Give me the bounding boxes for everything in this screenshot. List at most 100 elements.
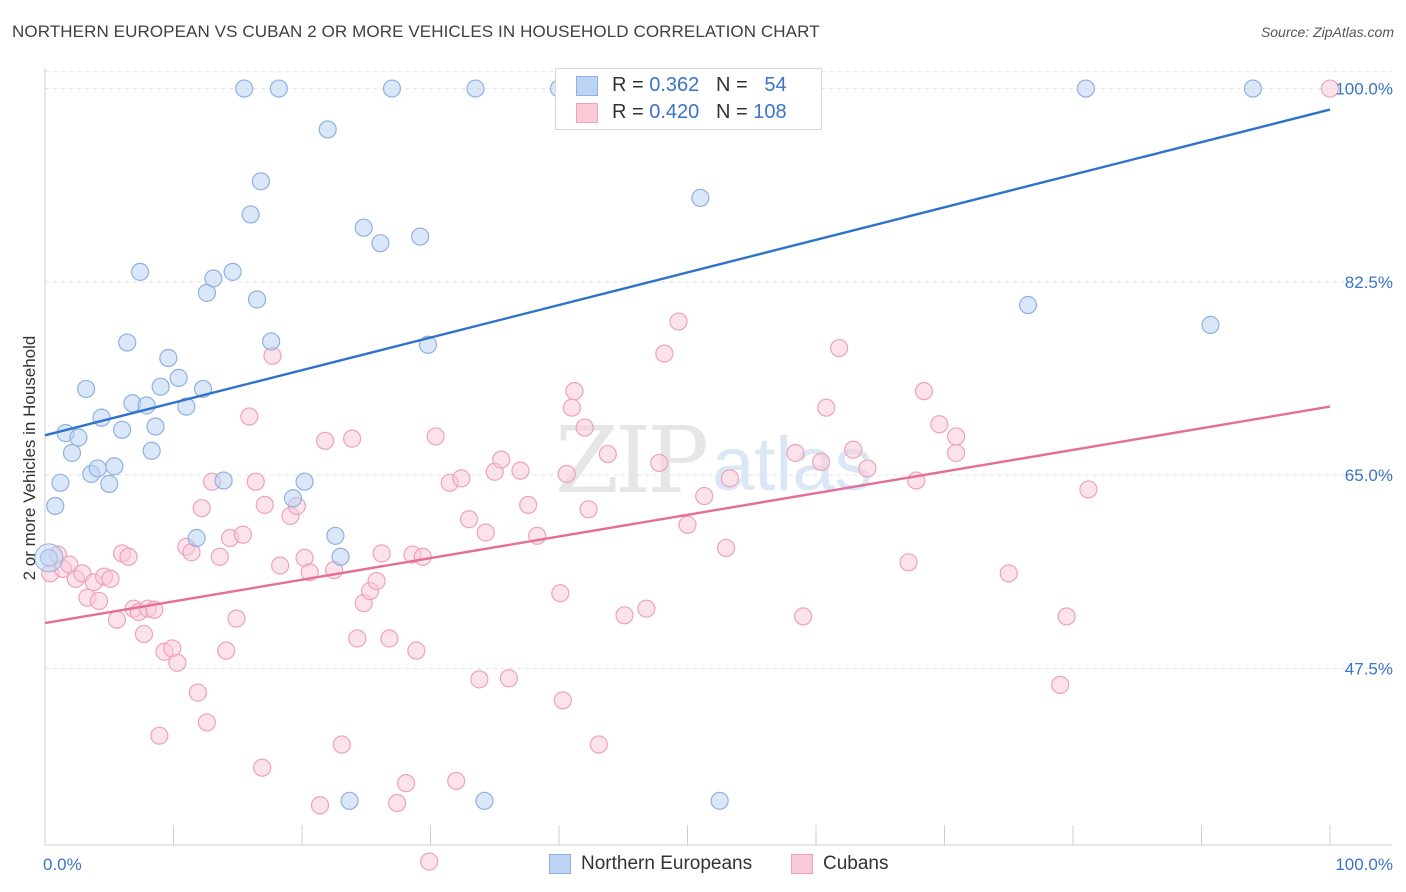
grid-layer <box>45 71 1392 669</box>
cubans-point <box>227 609 246 628</box>
northern-europeans-point <box>1076 79 1095 98</box>
northern-europeans-points <box>34 79 1263 810</box>
cubans-point <box>946 443 966 463</box>
cubans-point <box>119 547 138 566</box>
cubans-point <box>598 444 617 464</box>
northern-europeans-point <box>1201 315 1220 334</box>
cubans-trendline <box>44 405 1331 625</box>
northern-europeans-point <box>318 120 337 139</box>
y-tick-label: 65.0% <box>1345 466 1393 485</box>
cubans-point <box>447 771 466 791</box>
legend-swatch-pink <box>576 103 598 123</box>
cubans-point <box>492 450 511 469</box>
cubans-point <box>310 796 330 815</box>
cubans-point <box>817 398 836 417</box>
tick-label-layer: 47.5% 65.0% 82.5% 100.0% 0.0% 100.0% <box>43 80 1393 874</box>
cubans-point <box>716 538 736 558</box>
legend-label: Northern Europeans <box>581 853 753 874</box>
cubans-point <box>695 486 714 506</box>
northern-europeans-point <box>223 262 242 281</box>
northern-europeans-point <box>235 79 254 98</box>
cubans-point <box>197 713 217 732</box>
northern-europeans-point <box>710 791 729 810</box>
northern-europeans-point <box>159 348 178 368</box>
northern-europeans-point <box>105 457 124 476</box>
northern-europeans-point <box>340 791 359 810</box>
cubans-points <box>41 79 1340 871</box>
stats-legend: R = 0.362 N = 54 R = 0.420 N = 108 <box>555 68 822 130</box>
cubans-point <box>655 344 674 363</box>
northern-europeans-point <box>187 528 206 548</box>
northern-europeans-point <box>382 79 402 98</box>
cubans-point <box>150 726 169 745</box>
cubans-point <box>253 758 272 777</box>
northern-europeans-point <box>371 234 390 253</box>
cubans-point <box>812 452 831 471</box>
legend-r-value: 0.420 <box>649 101 700 123</box>
cubans-point <box>575 418 594 437</box>
cubans-point <box>246 472 265 491</box>
cubans-point <box>830 338 849 358</box>
cubans-point <box>420 852 439 871</box>
legend-r-label: R = <box>612 101 644 123</box>
cubans-point <box>300 563 319 582</box>
northern-europeans-point <box>241 205 260 224</box>
northern-europeans-point <box>169 368 188 387</box>
cubans-point <box>233 525 252 544</box>
cubans-point <box>470 670 489 689</box>
northern-europeans-point <box>1243 79 1263 98</box>
legend-r-label: R = <box>612 74 644 96</box>
watermark-atlas: atlas <box>712 422 873 507</box>
x-tick-label-end: 100.0% <box>1335 855 1393 874</box>
cubans-point <box>192 499 211 518</box>
northern-europeans-point <box>62 443 82 463</box>
y-tick-label: 100.0% <box>1335 80 1393 99</box>
cubans-point <box>168 653 187 672</box>
northern-europeans-point <box>142 441 161 460</box>
cubans-point <box>426 427 445 446</box>
northern-europeans-point <box>411 227 430 246</box>
northern-europeans-point <box>331 547 350 566</box>
cubans-point <box>107 610 127 629</box>
axis-layer <box>44 68 1392 846</box>
cubans-point <box>553 691 572 710</box>
cubans-point <box>348 629 367 648</box>
cubans-point <box>332 735 351 754</box>
northern-europeans-point <box>118 333 137 352</box>
cubans-point <box>380 629 399 648</box>
northern-europeans-point <box>100 474 119 493</box>
cubans-point <box>720 469 740 488</box>
cubans-point <box>844 440 863 459</box>
cubans-point <box>519 495 538 514</box>
northern-europeans-cluster-point <box>34 543 64 573</box>
legend-n-value: 54 <box>764 74 787 96</box>
cubans-point <box>669 312 688 331</box>
northern-europeans-point <box>247 290 267 309</box>
legend-r-value: 0.362 <box>649 74 700 96</box>
cubans-point <box>217 641 236 660</box>
y-tick-label: 82.5% <box>1345 273 1393 292</box>
cubans-point <box>637 599 656 618</box>
cubans-point <box>343 429 362 448</box>
y-axis-title: 2 or more Vehicles in Household <box>20 335 39 581</box>
legend-swatch-blue <box>576 76 598 96</box>
cubans-point <box>786 443 805 463</box>
northern-europeans-point <box>295 472 314 491</box>
northern-europeans-point <box>283 489 303 508</box>
northern-europeans-point <box>88 459 107 478</box>
cubans-point <box>1057 607 1076 626</box>
cubans-point <box>511 461 530 480</box>
northern-europeans-point <box>262 332 281 351</box>
cubans-point <box>407 641 426 660</box>
cubans-point <box>210 547 229 566</box>
cubans-point <box>459 510 479 529</box>
northern-europeans-point <box>214 471 233 490</box>
northern-europeans-point <box>251 172 270 191</box>
cubans-point <box>413 547 432 566</box>
x-tick-label-start: 0.0% <box>43 855 82 874</box>
cubans-point <box>499 669 518 688</box>
legend-swatch-blue <box>549 854 571 874</box>
cubans-point <box>562 398 581 417</box>
legend-n-value: 108 <box>753 101 787 123</box>
